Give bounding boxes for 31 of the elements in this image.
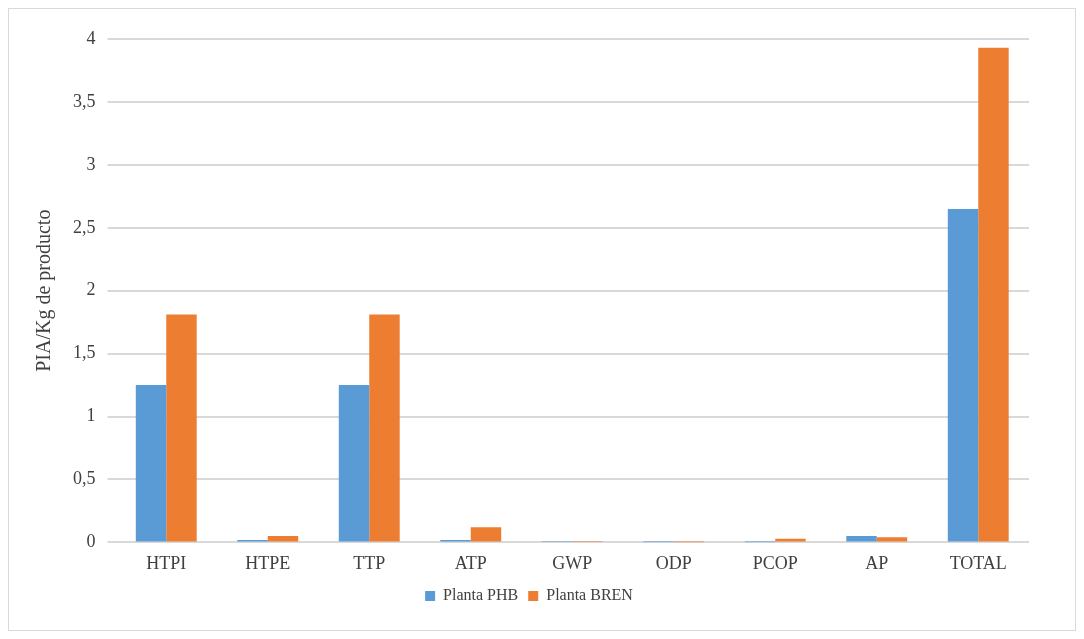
- bar: [846, 536, 877, 542]
- y-tick-label: 2,5: [73, 216, 96, 237]
- x-tick-label: TTP: [353, 552, 386, 573]
- bar: [947, 208, 979, 542]
- legend-label: Planta PHB: [443, 586, 519, 604]
- bar: [166, 314, 197, 542]
- y-tick-label: 1: [86, 405, 96, 426]
- y-tick-label: 2: [86, 279, 96, 300]
- y-tick-label: 3: [86, 153, 96, 174]
- x-tick-label: PCOP: [752, 552, 798, 573]
- x-tick-label: ODP: [655, 552, 692, 573]
- x-tick-label: AP: [865, 552, 889, 573]
- y-tick-label: 0,5: [73, 468, 96, 489]
- bar: [267, 536, 299, 542]
- bar: [369, 314, 400, 542]
- y-tick-label: 0: [86, 531, 96, 552]
- x-tick-label: TOTAL: [949, 552, 1007, 573]
- x-tick-label: HTPI: [146, 552, 187, 573]
- bar: [470, 527, 502, 542]
- bar: [338, 385, 370, 542]
- y-tick-label: 1,5: [73, 342, 96, 363]
- x-tick-label: GWP: [552, 552, 593, 573]
- x-tick-label: ATP: [454, 552, 487, 573]
- bar: [876, 537, 908, 542]
- bar: [978, 47, 1009, 542]
- legend-label: Planta BREN: [546, 586, 634, 604]
- bar: [135, 385, 167, 542]
- y-axis-title: PIA/Kg de producto: [32, 209, 56, 372]
- y-tick-label: 4: [86, 27, 96, 48]
- y-tick-label: 3,5: [73, 90, 96, 111]
- x-tick-label: HTPE: [245, 552, 291, 573]
